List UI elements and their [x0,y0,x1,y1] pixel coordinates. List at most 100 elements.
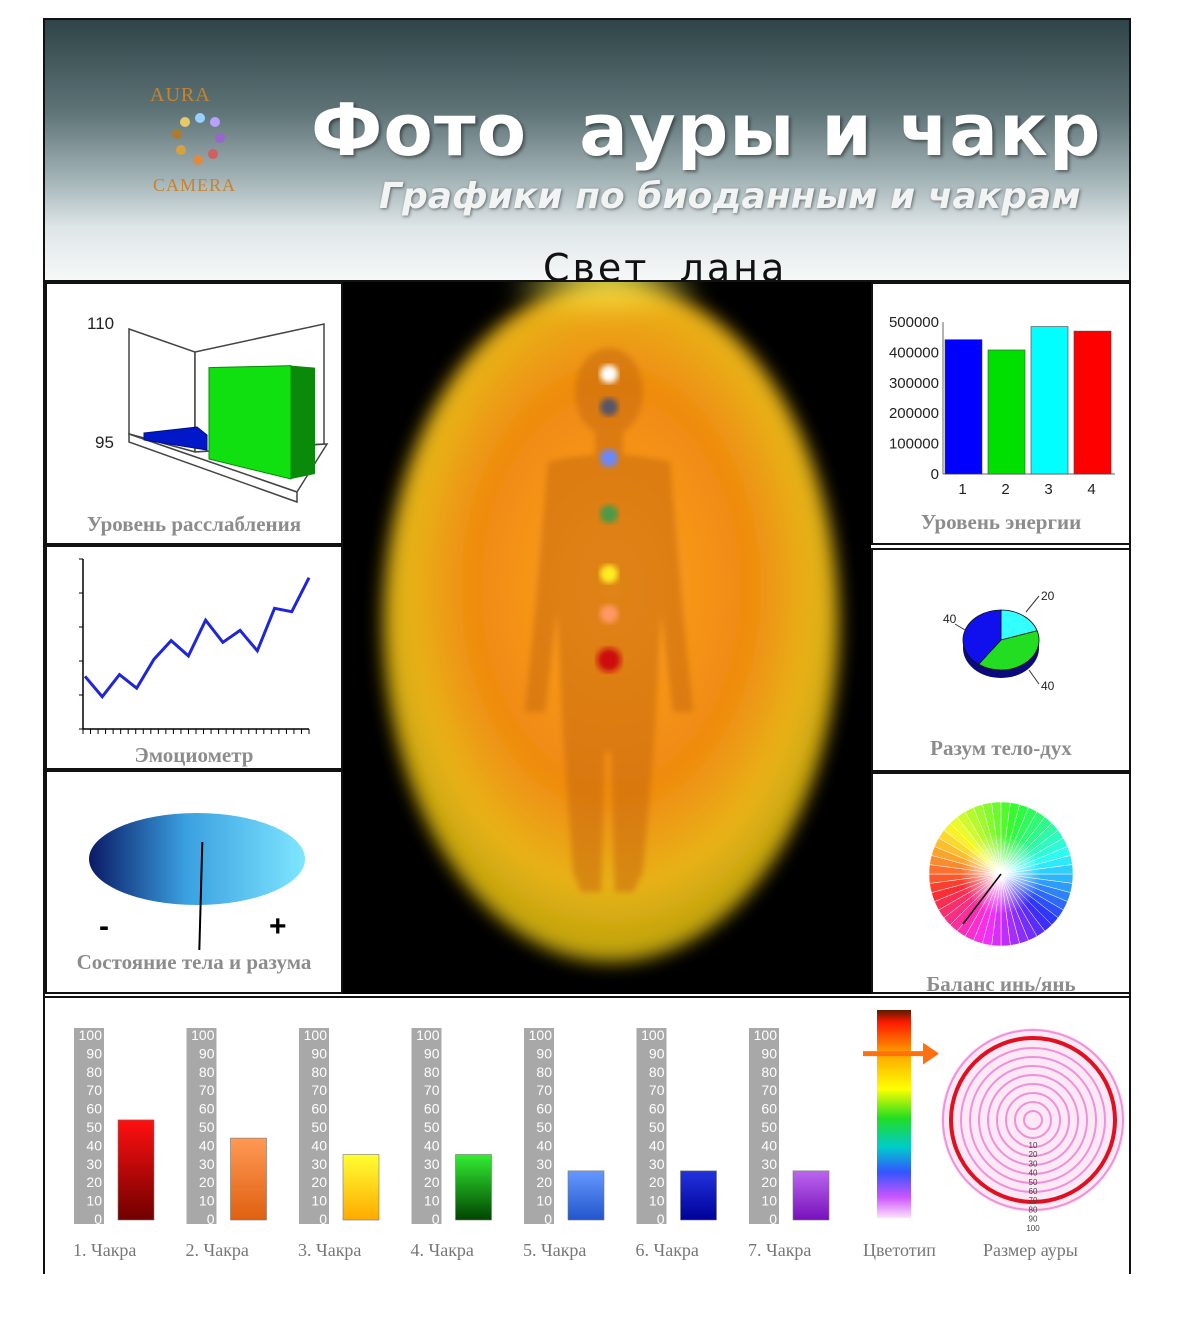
chakra-scale-tick: 90 [536,1045,552,1061]
chakra-scale-tick: 80 [86,1064,102,1080]
logo-text-bottom: CAMERA [153,175,237,195]
chakra-scale-tick: 10 [536,1193,552,1209]
body-mind-indicator [198,841,204,951]
energy-xtick: 1 [958,481,966,498]
energy-ytick: 0 [931,466,939,483]
chakra-scale-tick: 60 [311,1101,327,1117]
energy-bar [1030,326,1069,475]
chakra-scale-column [299,1028,329,1224]
chakra-bar-4 [455,1154,492,1221]
chakra-scale-column [186,1028,217,1224]
aura-size-tick: 30 [1029,1159,1038,1168]
chakra-scale-tick: 20 [761,1174,777,1190]
chakra-scale-tick: 80 [649,1064,665,1080]
chakra-scale-tick: 40 [86,1137,102,1153]
chakra-scale-column [411,1028,442,1224]
chakra-scale-tick: 10 [649,1193,665,1209]
relaxation-bar-1 [208,365,292,480]
body-mind-panel: - + Состояние тела и разума [45,770,343,994]
aura-size-tick: 90 [1029,1215,1038,1224]
chakra-bar-7 [792,1170,830,1221]
energy-ytick: 500000 [889,314,939,331]
chakra-scale-tick: 10 [311,1193,327,1209]
energy-panel: 500000 400000 300000 200000 100000 0 1 2 3 4 Уров… [871,282,1131,545]
chakra-label-4: 4. Чакра [410,1240,474,1260]
relaxation-3d-box [128,323,329,504]
chakra-label-3: 3. Чакра [298,1240,362,1260]
energy-ytick: 100000 [889,436,939,453]
energy-chart: 500000 400000 300000 200000 100000 0 1 2 3 4 [889,314,1115,498]
chakra-scale-tick: 50 [311,1119,327,1135]
emotiometer-line [83,577,311,700]
chakra-scale-tick: 20 [199,1174,215,1190]
chakra-scale-tick: 30 [199,1156,215,1172]
chakra-scale-tick: 0 [544,1211,552,1227]
emotiometer-panel: Эмоциометр [45,545,343,770]
chakra-scale-column [749,1028,779,1224]
relaxation-bar-1-side [291,365,315,479]
chakra-scale-tick: 30 [86,1156,102,1172]
chakra-scale-tick: 0 [432,1211,440,1227]
chakra-scale-tick: 100 [304,1027,328,1043]
chakra-scale-tick: 100 [754,1027,778,1043]
chakra-scale-tick: 60 [761,1101,777,1117]
aura-size-ring [987,1074,1079,1166]
energy-label: Уровень энергии [920,510,1082,534]
relaxation-tick-bottom: 95 [95,433,114,452]
yin-yang-wheel [928,801,1074,947]
chakra-scale-tick: 60 [424,1101,440,1117]
pie-slice-label: 40 [943,612,957,626]
chakra-scale-tick: 70 [761,1082,777,1098]
aura-size-ring [969,1056,1097,1184]
aura-size-tick: 20 [1029,1150,1038,1159]
chakra-scale-tick: 30 [536,1156,552,1172]
chakra-scale-tick: 40 [311,1137,327,1153]
header-banner: AURA CAMERA Фото ауры и чакр Графики по … [45,20,1129,290]
chakra-bar-2 [230,1137,267,1221]
emotiometer-label: Эмоциометр [134,743,254,767]
chakra-scale-tick: 20 [649,1174,665,1190]
chakra-points [597,365,621,672]
relaxation-label: Уровень расслабления [86,512,302,536]
chakra-scale-column [524,1028,554,1224]
chakra-scale-tick: 30 [649,1156,665,1172]
chakra-scale-tick: 20 [424,1174,440,1190]
pie-slice [1000,609,1038,641]
chakra-scale-tick: 90 [311,1045,327,1061]
aura-size-indicator [949,1036,1117,1204]
chakra-scale-tick: 60 [199,1101,215,1117]
emotiometer-axes [79,558,310,734]
body-silhouette [525,348,693,892]
chakra-scale-tick: 60 [649,1101,665,1117]
relaxation-tick-top: 110 [87,314,114,333]
chakra-scale-tick: 100 [191,1027,215,1043]
chakra-scale-tick: 70 [424,1082,440,1098]
aura-size-ring [996,1083,1070,1157]
chakra-scale-tick: 90 [649,1045,665,1061]
chakra-scale-tick: 40 [649,1137,665,1153]
chakra-scale-tick: 10 [761,1193,777,1209]
chakra-scale-tick: 90 [761,1045,777,1061]
chakra-label-2: 2. Чакра [185,1240,249,1260]
emotiometer-chart [79,558,311,734]
chakra-scale-tick: 30 [311,1156,327,1172]
chakra-point [600,398,618,416]
chakra-scale-tick: 100 [529,1027,553,1043]
chakra-scale-tick: 50 [536,1119,552,1135]
chakra-scale-tick: 70 [536,1082,552,1098]
energy-bar [1073,330,1112,475]
chakra-label-5: 5. Чакра [523,1240,587,1260]
chakra-scale-column [636,1028,667,1224]
aura-size-tick: 60 [1029,1187,1038,1196]
chakra-label-6: 6. Чакра [635,1240,699,1260]
chakra-scale-tick: 70 [649,1082,665,1098]
yin-yang-label: Баланс инь/янь [926,972,1076,994]
chakra-scale-tick: 20 [311,1174,327,1190]
relaxation-panel: 110 95 Уровень расслабления [45,282,343,545]
chakra-scale-tick: 30 [761,1156,777,1172]
aura-size-ring [1005,1092,1061,1148]
chakra-scale-tick: 10 [199,1193,215,1209]
chakra-point [600,605,618,623]
energy-bar [944,339,983,475]
plus-sign: + [269,910,287,943]
